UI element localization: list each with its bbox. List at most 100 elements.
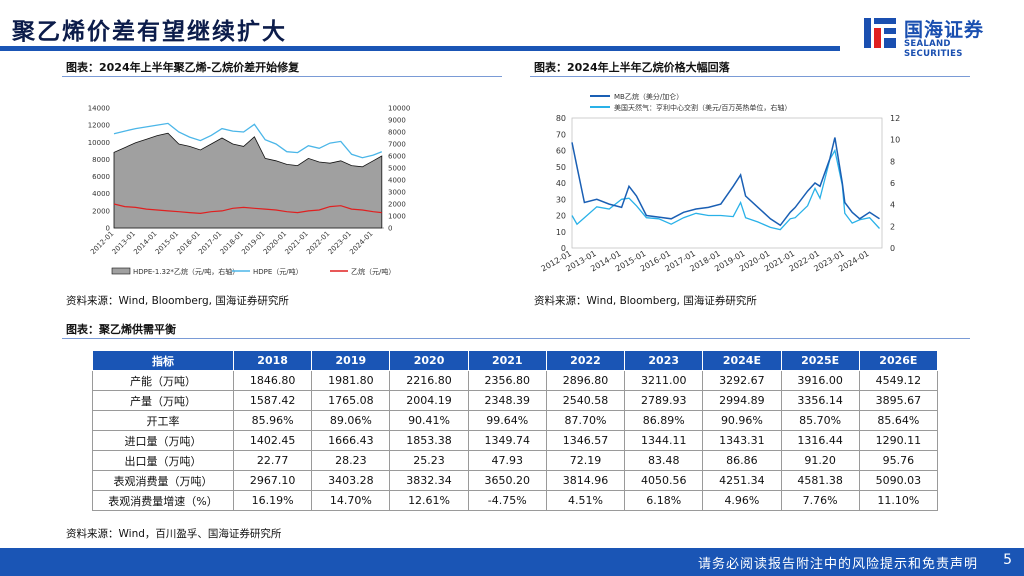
left-ytick: 70 [556,130,566,139]
table-cell: 1346.57 [545,430,626,451]
left-ytick: 14000 [88,105,110,113]
table-header-row: 指标 2018 2019 2020 2021 2022 2023 2024E 2025E 2026… [92,350,939,371]
table-cell: 91.20 [780,450,860,471]
right-ytick: 7000 [388,141,406,149]
left-ytick: 4000 [92,190,110,198]
table-cell: 4.96% [702,490,782,511]
right-source: 资料来源：Wind, Bloomberg, 国海证券研究所 [534,295,757,307]
right-ytick: 4 [890,201,895,210]
mb-ethane-line [571,137,880,227]
legend-label: 美国天然气：亨利中心交割（美元/百万英热单位，右轴） [614,103,791,112]
table-cell: 2789.93 [624,390,704,411]
table-column-header: 2026E [858,350,939,371]
table-cell: 12.61% [389,490,469,511]
table-cell: -4.75% [467,490,547,511]
table-row-label: 进口量（万吨） [92,430,234,451]
right-ytick: 1000 [388,213,406,221]
right-ytick: 9000 [388,117,406,125]
table-cell: 28.23 [311,450,391,471]
table-cell: 1853.38 [389,430,469,451]
table-cell: 90.41% [389,410,469,431]
legend-label: HDPE-1.32*乙烷（元/吨，右轴） [133,267,239,276]
left-ytick: 30 [556,195,566,204]
table-row: 出口量（万吨） 22.77 28.23 25.23 47.93 72.19 83.48 86.… [92,450,939,471]
spread-area [113,132,383,229]
right-ytick: 5000 [388,165,406,173]
left-ytick: 10000 [88,139,110,147]
table-source: 资料来源：Wind，百川盈孚、国海证券研究所 [66,528,282,540]
legend-label: HDPE（元/吨） [253,267,303,276]
table-row: 开工率 85.96% 89.06% 90.41% 99.64% 87.70% 86.89% 9… [92,410,939,431]
right-ytick: 4000 [388,177,406,185]
table-cell: 1344.11 [624,430,704,451]
table-cell: 1846.80 [232,370,313,391]
table-cell: 85.70% [780,410,860,431]
table-column-header: 2018 [232,350,313,371]
table-column-header: 2024E [702,350,782,371]
legend-label: 乙烷（元/吨） [351,267,395,276]
supply-demand-table: 指标 2018 2019 2020 2021 2022 2023 2024E 2025E 2026… [92,350,939,511]
table-row: 表观消费量增速（%） 16.19% 14.70% 12.61% -4.75% 4.51% 6… [92,490,939,511]
table-cell: 1402.45 [232,430,313,451]
table-cell: 6.18% [624,490,704,511]
table-cell: 83.48 [624,450,704,471]
table-column-header: 2019 [311,350,391,371]
table-column-header: 2022 [545,350,626,371]
table-row-label: 表观消费量增速（%） [92,490,234,511]
company-logo: 国海证券 SEALAND SECURITIES [862,14,1012,59]
table-cell: 3650.20 [467,470,547,491]
table-cell: 2994.89 [702,390,782,411]
table-column-header: 2021 [467,350,547,371]
table-cell: 4581.38 [780,470,860,491]
table-row-label: 产能（万吨） [92,370,234,391]
left-ytick: 6000 [92,173,110,181]
left-ytick: 80 [556,114,566,123]
table-row: 产能（万吨） 1846.80 1981.80 2216.80 2356.80 2896.8… [92,370,939,391]
table-cell: 72.19 [545,450,626,471]
left-ytick: 40 [556,179,566,188]
table-cell: 86.86 [702,450,782,471]
table-cell: 85.96% [232,410,313,431]
table-cell: 47.93 [467,450,547,471]
disclaimer-text: 请务必阅读报告附注中的风险提示和免责声明 [697,557,978,572]
table-title: 图表：聚乙烯供需平衡 [66,323,176,336]
hdpe-line [113,122,383,159]
left-ytick: 8000 [92,156,110,164]
table-cell: 99.64% [467,410,547,431]
legend-label: MB乙烷（美分/加仑） [614,92,683,101]
table-cell: 4.51% [545,490,626,511]
right-ytick: 12 [890,114,900,123]
table-cell: 2356.80 [467,370,547,391]
page-title: 聚乙烯价差有望继续扩大 [12,19,287,45]
right-ytick: 0 [890,244,895,253]
table-cell: 90.96% [702,410,782,431]
right-ytick: 8000 [388,129,406,137]
table-cell: 3832.34 [389,470,469,491]
right-ytick: 6000 [388,153,406,161]
table-cell: 4251.34 [702,470,782,491]
table-row: 产量（万吨） 1587.42 1765.08 2004.19 2348.39 2540.5… [92,390,939,411]
table-cell: 14.70% [311,490,391,511]
left-title-line [62,76,502,77]
left-ytick: 2000 [92,207,110,215]
left-source: 资料来源：Wind, Bloomberg, 国海证券研究所 [66,295,289,307]
page-number: 5 [1003,552,1012,568]
right-ytick: 10000 [388,105,410,113]
table-cell: 1765.08 [311,390,391,411]
left-chart-title: 图表：2024年上半年聚乙烯-乙烷价差开始修复 [66,61,300,74]
table-column-header: 2025E [780,350,860,371]
xtick: 2024-01 [348,230,374,256]
table-cell: 11.10% [858,490,939,511]
table-row-label: 出口量（万吨） [92,450,234,471]
ethane-gas-chart: 807060504030201001210864202012-012013-01… [540,92,901,273]
table-cell: 1349.74 [467,430,547,451]
table-cell: 87.70% [545,410,626,431]
table-cell: 1587.42 [232,390,313,411]
table-cell: 85.64% [858,410,939,431]
table-cell: 3403.28 [311,470,391,491]
table-cell: 3916.00 [780,370,860,391]
table-cell: 3814.96 [545,470,626,491]
henry-hub-line [571,148,880,231]
right-ytick: 2 [890,222,895,231]
right-ytick: 6 [890,179,895,188]
